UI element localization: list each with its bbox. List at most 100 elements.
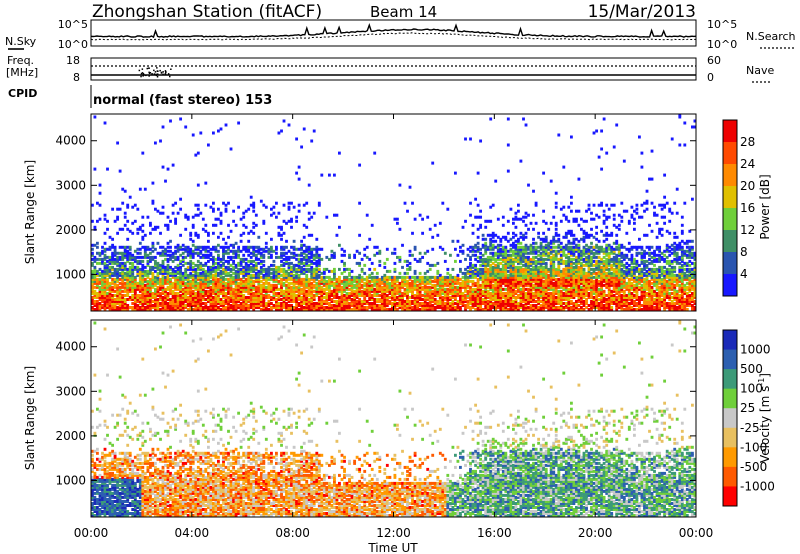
power-cell bbox=[496, 292, 500, 295]
power-cell bbox=[396, 292, 399, 295]
power-cell bbox=[259, 300, 263, 303]
power-cell bbox=[108, 283, 112, 287]
power-cell bbox=[443, 281, 447, 285]
power-cell bbox=[171, 211, 175, 215]
power-cell bbox=[300, 283, 304, 287]
power-cell bbox=[101, 249, 104, 253]
power-cell bbox=[466, 265, 470, 269]
power-cell bbox=[280, 281, 283, 285]
power-cell bbox=[534, 306, 538, 309]
power-cell bbox=[469, 137, 472, 141]
power-cell bbox=[469, 273, 472, 277]
power-cell bbox=[527, 298, 530, 301]
power-cell bbox=[133, 308, 137, 311]
power-cell bbox=[491, 273, 495, 277]
power-cell bbox=[393, 277, 397, 281]
power-cell bbox=[562, 294, 566, 297]
power-cell bbox=[570, 308, 573, 311]
power-cell bbox=[557, 261, 561, 265]
power-cell bbox=[534, 285, 538, 289]
power-cell bbox=[527, 275, 530, 279]
power-cell bbox=[552, 308, 556, 311]
power-cell bbox=[297, 298, 301, 301]
power-cell bbox=[489, 117, 493, 121]
power-cell bbox=[524, 267, 528, 271]
power-cell bbox=[491, 253, 495, 257]
power-cell bbox=[350, 300, 354, 303]
power-cell bbox=[121, 308, 125, 311]
power-cell bbox=[106, 269, 109, 273]
power-cell bbox=[244, 269, 248, 273]
power-cell bbox=[204, 229, 208, 233]
power-cell bbox=[292, 285, 296, 289]
power-cell bbox=[141, 267, 145, 271]
power-cell bbox=[423, 292, 427, 295]
power-cell bbox=[174, 265, 178, 269]
power-cell bbox=[161, 249, 165, 253]
power-cell bbox=[201, 279, 205, 283]
power-cell bbox=[199, 275, 203, 279]
power-cell bbox=[217, 267, 220, 271]
power-cell bbox=[355, 275, 359, 279]
power-cell bbox=[224, 207, 228, 211]
power-cell bbox=[176, 245, 180, 249]
power-cell bbox=[549, 296, 553, 299]
power-cell bbox=[529, 221, 533, 225]
power-cell bbox=[517, 265, 520, 269]
power-cell bbox=[222, 289, 225, 293]
power-cell bbox=[149, 287, 152, 291]
power-cell bbox=[116, 298, 120, 301]
power-cell bbox=[272, 267, 276, 271]
power-cell bbox=[161, 289, 165, 293]
power-cell bbox=[307, 259, 311, 263]
power-cell bbox=[217, 285, 220, 289]
power-cell bbox=[305, 304, 309, 307]
power-cell bbox=[375, 279, 379, 283]
power-cell bbox=[466, 247, 470, 251]
power-cell bbox=[554, 245, 558, 249]
power-cell bbox=[383, 283, 387, 287]
power-cell bbox=[219, 292, 223, 295]
power-cell bbox=[277, 294, 281, 297]
power-cell bbox=[264, 308, 268, 311]
power-cell bbox=[328, 296, 331, 299]
power-cell bbox=[385, 247, 389, 251]
power-cell bbox=[396, 302, 399, 305]
power-cell bbox=[446, 296, 450, 299]
power-cell bbox=[199, 261, 203, 265]
power-cell bbox=[121, 263, 125, 267]
power-cell bbox=[456, 302, 460, 305]
power-cell bbox=[486, 296, 490, 299]
power-cell bbox=[101, 279, 104, 283]
power-cell bbox=[222, 287, 225, 291]
power-cell bbox=[469, 265, 472, 269]
power-cell bbox=[169, 273, 172, 277]
power-cell bbox=[537, 279, 541, 283]
power-cell bbox=[141, 223, 145, 227]
power-cell bbox=[461, 275, 465, 279]
power-cell bbox=[330, 292, 334, 295]
power-cell bbox=[433, 279, 437, 283]
power-cell bbox=[471, 263, 475, 267]
power-cell bbox=[401, 302, 404, 305]
power-cell bbox=[224, 249, 228, 253]
power-cell bbox=[393, 217, 397, 221]
power-cell bbox=[532, 227, 535, 231]
power-cell bbox=[295, 308, 299, 311]
power-cell bbox=[196, 302, 200, 305]
power-cell bbox=[539, 257, 543, 261]
power-cell bbox=[275, 304, 278, 307]
power-cell bbox=[446, 275, 450, 279]
power-cell bbox=[247, 275, 251, 279]
power-cell bbox=[570, 209, 573, 213]
power-cell bbox=[242, 287, 246, 291]
power-cell bbox=[547, 296, 551, 299]
power-cell bbox=[512, 289, 515, 293]
power-cell bbox=[501, 257, 505, 261]
power-cell bbox=[479, 285, 483, 289]
power-cell bbox=[403, 304, 407, 307]
power-cell bbox=[98, 285, 102, 289]
power-cell bbox=[287, 201, 291, 205]
power-cell bbox=[408, 267, 412, 271]
power-cell bbox=[388, 277, 392, 281]
